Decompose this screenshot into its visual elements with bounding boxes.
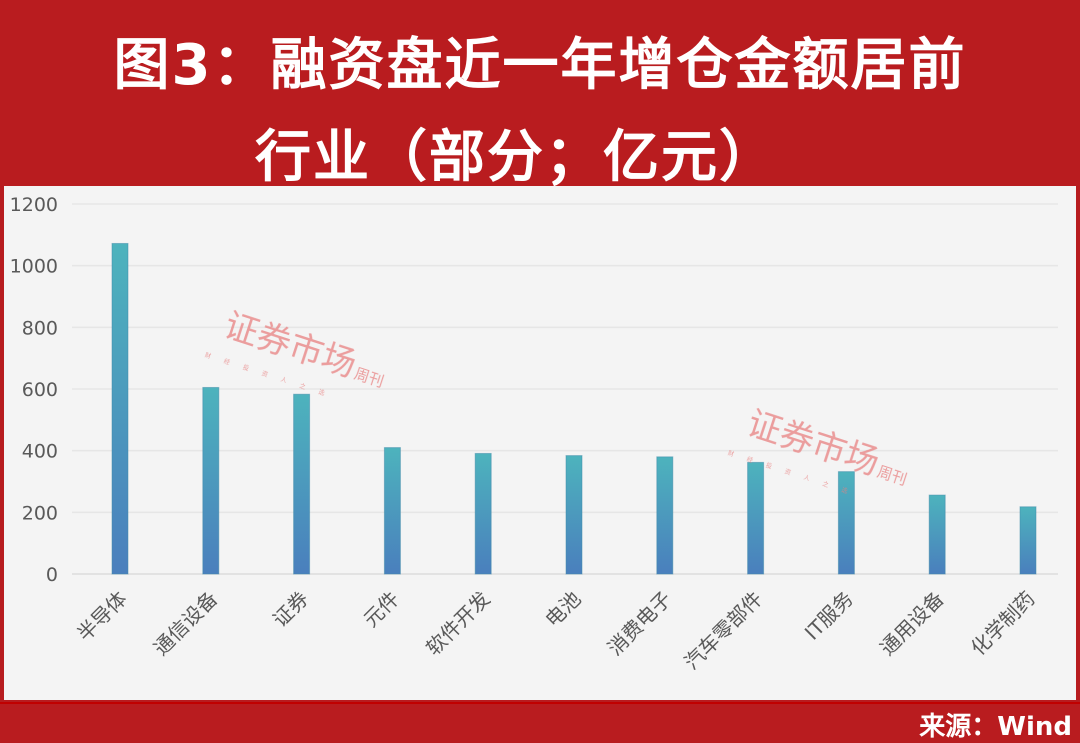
watermark-main: 证券市场 (219, 306, 361, 386)
y-tick-label: 600 (22, 379, 58, 401)
bar (293, 393, 311, 575)
bar (383, 447, 401, 575)
watermark-side: 周刊 (875, 462, 909, 488)
bar-chart: 0 200 400 600 800 1000 1200 半导体 通信设备 证券 元件 软件开发 电池消… (10, 194, 1058, 675)
x-tick-label: IT服务 (800, 587, 858, 645)
y-tick-label: 1200 (10, 194, 58, 216)
chart-area: 0 200 400 600 800 1000 1200 半导体 通信设备 证券 元件 软件开发 电池消… (4, 186, 1076, 700)
y-tick-label: 400 (22, 441, 58, 463)
source-note: 来源：Wind (919, 712, 1072, 742)
bar (474, 452, 492, 575)
x-tick-label: 通信设备 (149, 587, 223, 661)
watermark: 证券市场 周刊 财 经 投 资 人 之 选 证券市场 周刊 财 经 投 资 人 … (204, 306, 909, 498)
bar (928, 494, 946, 575)
chart-title-line2: 行业（部分；亿元） (255, 125, 777, 190)
bar (837, 471, 855, 575)
bar (111, 242, 129, 575)
x-tick-label: 半导体 (72, 587, 131, 646)
x-tick-label: 元件 (359, 587, 404, 632)
y-tick-label: 200 (22, 502, 58, 524)
watermark-side: 周刊 (352, 364, 386, 390)
chart-title-line1: 图3：融资盘近一年增仓金额居前 (113, 33, 967, 98)
x-tick-label: 通用设备 (875, 587, 949, 661)
y-tick-label: 0 (46, 564, 58, 586)
footer: 来源：Wind (0, 702, 1080, 742)
bar (202, 386, 220, 575)
bar (747, 461, 765, 575)
x-tick-label: 电池 (540, 587, 585, 632)
bar (1019, 506, 1037, 575)
bar (656, 456, 674, 575)
y-tick-label: 800 (22, 317, 58, 339)
x-tick-label: 汽车零部件 (679, 587, 767, 675)
bar (565, 455, 583, 575)
x-tick-label: 证券 (268, 587, 313, 632)
x-tick-label: 消费电子 (603, 587, 677, 661)
y-tick-label: 1000 (10, 256, 58, 278)
title-banner: 图3：融资盘近一年增仓金额居前 行业（部分；亿元） (0, 0, 1080, 190)
x-tick-label: 化学制药 (966, 587, 1040, 661)
x-tick-label: 软件开发 (421, 587, 495, 661)
